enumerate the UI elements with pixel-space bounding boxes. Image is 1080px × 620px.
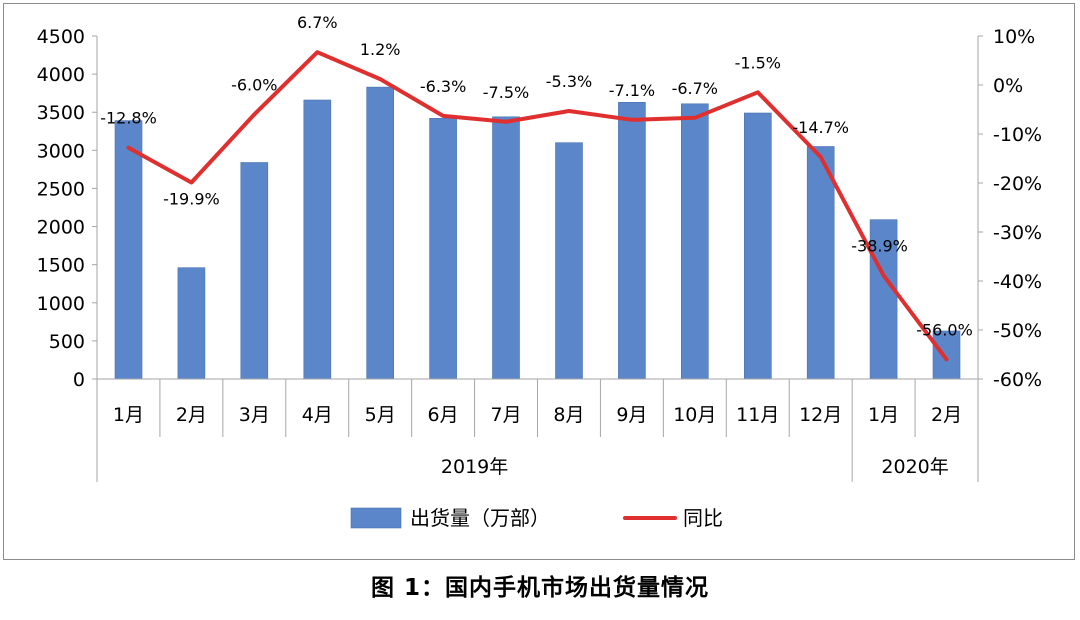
y-right-tick-label: -60% bbox=[993, 369, 1042, 391]
chart: 0 500 1000 1500 2000 2500 3000 3500 4000 4500 -60%… bbox=[37, 13, 1042, 530]
y-right-tick-label: 0% bbox=[993, 75, 1023, 97]
yoy-data-label: 6.7% bbox=[297, 13, 338, 32]
data-labels: -12.8% -19.9% -6.0% 6.7% 1.2% -6.3% -7.5% -5.3%… bbox=[100, 13, 973, 339]
figure-caption: 图 1：国内手机市场出货量情况 bbox=[370, 575, 709, 601]
bar-5 bbox=[366, 86, 395, 380]
y-right-tick-label: -10% bbox=[993, 124, 1042, 146]
y-left-tick-label: 2000 bbox=[37, 217, 85, 239]
yoy-data-label: -7.1% bbox=[609, 81, 655, 100]
x-tick-label: 9月 bbox=[616, 404, 647, 426]
yoy-data-label: -19.9% bbox=[163, 190, 220, 209]
line-series bbox=[126, 50, 949, 362]
bar-4 bbox=[303, 99, 332, 380]
year-group-label: 2019年 bbox=[441, 456, 508, 478]
yoy-data-label: -7.5% bbox=[483, 83, 529, 102]
bar-3 bbox=[240, 162, 269, 380]
yoy-data-label: 1.2% bbox=[360, 40, 401, 59]
y-left-tick-label: 3500 bbox=[37, 102, 85, 124]
yoy-data-label: -5.3% bbox=[546, 72, 592, 91]
x-tick-label: 2月 bbox=[176, 404, 207, 426]
yoy-data-label: -12.8% bbox=[100, 109, 157, 128]
x-tick-label: 5月 bbox=[365, 404, 396, 426]
yoy-data-label: -6.7% bbox=[672, 79, 718, 98]
year-group-label: 2020年 bbox=[881, 456, 948, 478]
yoy-data-label: -38.9% bbox=[851, 237, 908, 256]
y-left-tick-label: 0 bbox=[73, 369, 85, 391]
x-tick-label: 12月 bbox=[799, 404, 842, 426]
yoy-data-label: -1.5% bbox=[735, 53, 781, 72]
bar-6 bbox=[429, 118, 457, 380]
y-right-tick-label: -50% bbox=[993, 320, 1042, 342]
x-tick-label: 11月 bbox=[736, 404, 779, 426]
legend-bar-swatch bbox=[350, 507, 402, 529]
bar-8 bbox=[555, 142, 583, 380]
y-right-tick-label: 10% bbox=[993, 26, 1035, 48]
yoy-data-label: -14.7% bbox=[792, 118, 849, 137]
axes: 0 500 1000 1500 2000 2500 3000 3500 4000 4500 -60%… bbox=[37, 26, 1042, 482]
yoy-data-label: -6.0% bbox=[231, 75, 277, 94]
y-left-tick-label: 4500 bbox=[37, 26, 85, 48]
bar-series bbox=[114, 86, 961, 380]
yoy-data-label: -6.3% bbox=[420, 77, 466, 96]
y-right-tick-label: -20% bbox=[993, 173, 1042, 195]
y-right-tick-label: -40% bbox=[993, 271, 1042, 293]
x-tick-label: 7月 bbox=[490, 404, 521, 426]
x-tick-label: 4月 bbox=[302, 404, 333, 426]
x-tick-label: 1月 bbox=[113, 404, 144, 426]
legend: 出货量（万部） 同比 bbox=[350, 506, 723, 530]
y-left-tick-label: 1000 bbox=[37, 293, 85, 315]
y-left-tick-label: 4000 bbox=[37, 64, 85, 86]
bar-1 bbox=[114, 120, 143, 380]
x-tick-label: 1月 bbox=[868, 404, 899, 426]
y-left-tick-label: 3000 bbox=[37, 140, 85, 162]
y-left-tick-label: 2500 bbox=[37, 178, 85, 200]
legend-line-label: 同比 bbox=[683, 506, 723, 530]
x-tick-label: 8月 bbox=[553, 404, 584, 426]
bar-7 bbox=[492, 116, 520, 380]
bar-11 bbox=[743, 112, 772, 380]
bar-2 bbox=[177, 267, 206, 380]
bar-9 bbox=[618, 102, 646, 380]
yoy-data-label: -56.0% bbox=[916, 320, 973, 339]
y-left-tick-label: 1500 bbox=[37, 255, 85, 277]
bar-13 bbox=[869, 219, 898, 380]
x-tick-label: 10月 bbox=[673, 404, 716, 426]
bar-12 bbox=[806, 146, 835, 380]
yoy-line bbox=[126, 50, 949, 362]
bar-10 bbox=[680, 103, 709, 380]
x-tick-label: 6月 bbox=[428, 404, 459, 426]
legend-bar-label: 出货量（万部） bbox=[410, 506, 550, 530]
y-left-tick-label: 500 bbox=[49, 331, 85, 353]
x-tick-label: 3月 bbox=[239, 404, 270, 426]
x-tick-label: 2月 bbox=[931, 404, 962, 426]
y-right-tick-label: -30% bbox=[993, 222, 1042, 244]
